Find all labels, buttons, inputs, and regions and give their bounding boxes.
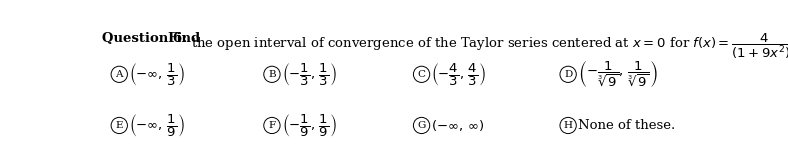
Text: B: B — [268, 70, 276, 79]
Text: D: D — [564, 70, 572, 79]
Text: $(-\infty,\, \infty)$: $(-\infty,\, \infty)$ — [431, 118, 485, 133]
Text: F: F — [269, 121, 276, 130]
Text: C: C — [418, 70, 426, 79]
Text: H: H — [563, 121, 573, 130]
Text: $\left(-\dfrac{1}{\sqrt[3]{9}},\, \dfrac{1}{\sqrt[3]{9}}\right)$: $\left(-\dfrac{1}{\sqrt[3]{9}},\, \dfrac… — [578, 59, 658, 89]
Text: $\left(-\dfrac{4}{3},\, \dfrac{4}{3}\right)$: $\left(-\dfrac{4}{3},\, \dfrac{4}{3}\rig… — [431, 61, 486, 88]
Text: the open interval of convergence of the Taylor series centered at $x = 0$ for $f: the open interval of convergence of the … — [191, 32, 788, 61]
Text: $\left(-\dfrac{1}{9},\, \dfrac{1}{9}\right)$: $\left(-\dfrac{1}{9},\, \dfrac{1}{9}\rig… — [282, 112, 336, 139]
Text: A: A — [116, 70, 123, 79]
Text: G: G — [418, 121, 426, 130]
Text: E: E — [116, 121, 123, 130]
Text: None of these.: None of these. — [578, 119, 675, 132]
Text: Find: Find — [167, 32, 200, 45]
Text: Question 6:: Question 6: — [102, 32, 187, 45]
Text: $\left(-\infty,\, \dfrac{1}{3}\right)$: $\left(-\infty,\, \dfrac{1}{3}\right)$ — [129, 61, 184, 88]
Text: $\left(-\infty,\, \dfrac{1}{9}\right)$: $\left(-\infty,\, \dfrac{1}{9}\right)$ — [129, 112, 184, 139]
Text: $\left(-\dfrac{1}{3},\, \dfrac{1}{3}\right)$: $\left(-\dfrac{1}{3},\, \dfrac{1}{3}\rig… — [282, 61, 336, 88]
